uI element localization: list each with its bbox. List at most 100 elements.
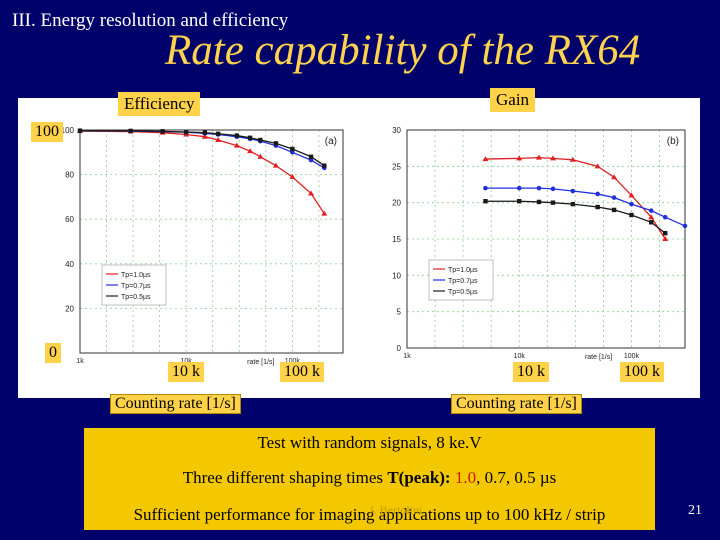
data-point	[273, 141, 279, 146]
data-point	[202, 130, 208, 135]
summary-line-3: Sufficient performance for imaging appli…	[133, 505, 606, 524]
series-line	[485, 200, 666, 234]
y-tick-label: 60	[65, 215, 74, 224]
y-tick-label: 100	[61, 126, 75, 135]
data-point	[595, 204, 600, 210]
data-point	[535, 154, 542, 160]
data-point	[662, 236, 669, 241]
data-point	[321, 210, 328, 216]
summary-line-2-rest: , 0.7, 0.5 µs	[476, 468, 557, 487]
data-point	[663, 230, 668, 236]
summary-box: Test with random signals, 8 ke.V Three d…	[84, 428, 655, 530]
left-100k-label: 100 k	[280, 362, 324, 382]
data-point	[247, 148, 254, 154]
data-point	[611, 174, 618, 180]
right-10k-label: 10 k	[513, 362, 549, 382]
x-axis-inner-label: rate [1/s]	[247, 359, 274, 366]
data-point	[215, 137, 222, 143]
data-point	[308, 154, 314, 159]
y-tick-label: 40	[65, 260, 74, 269]
data-point	[258, 137, 263, 143]
x-tick-label: 100k	[285, 358, 301, 365]
data-point	[648, 208, 654, 213]
right-100k-label: 100 k	[620, 362, 664, 382]
gain-chart: 0 5 10 15 20 25 30 1k 10k 100k rate [1/s] (b) Tp=1.0…	[392, 126, 688, 361]
data-point	[611, 195, 617, 200]
data-point	[682, 223, 688, 229]
left-x-axis-label: Counting rate [1/s]	[110, 394, 241, 414]
summary-line-2-prefix: Three different shaping times	[182, 468, 388, 487]
right-x-axis-label: Counting rate [1/s]	[451, 394, 582, 414]
series-line	[485, 187, 686, 227]
legend-entry: Tp=0.5µs	[448, 289, 478, 296]
data-point	[662, 214, 668, 220]
x-axis-inner-label: rate [1/s]	[585, 354, 612, 361]
data-point	[272, 162, 279, 168]
data-point	[570, 188, 576, 194]
y-tick-label: 30	[392, 126, 401, 135]
data-point	[550, 186, 556, 192]
efficiency-chart: 20 40 60 80 100 1k 10k 100k rate [1/s] (a) Tp=1.0µ…	[61, 126, 344, 366]
data-point	[233, 142, 240, 148]
x-tick-label: 1k	[76, 358, 84, 365]
data-point	[629, 201, 634, 207]
y-tick-label: 20	[65, 304, 74, 313]
data-point	[215, 131, 221, 136]
data-point	[517, 199, 522, 204]
data-point	[536, 199, 542, 205]
data-point	[594, 163, 601, 169]
data-point	[550, 155, 557, 161]
data-point	[569, 156, 576, 162]
data-point	[290, 146, 295, 152]
x-tick-label: 100k	[624, 353, 640, 360]
y-tick-label: 80	[65, 171, 74, 180]
data-point	[595, 191, 600, 197]
data-point	[550, 200, 556, 205]
data-point	[648, 214, 655, 220]
legend-entry: Tp=0.7µs	[448, 278, 478, 285]
data-point	[160, 129, 165, 134]
plots-panel: 20 40 60 80 100 1k 10k 100k rate [1/s] (a) Tp=1.0µ…	[18, 98, 700, 398]
data-point	[77, 128, 83, 133]
legend-entry: Tp=0.7µs	[121, 283, 151, 290]
left-10k-label: 10 k	[168, 362, 204, 382]
section-heading: III. Energy resolution and efficiency	[12, 10, 289, 31]
data-point	[257, 153, 264, 159]
data-point	[628, 192, 635, 198]
data-point	[308, 190, 315, 196]
data-point	[483, 199, 488, 204]
y-tick-label: 15	[392, 235, 401, 244]
data-point	[536, 185, 542, 191]
panel-label: (a)	[325, 136, 337, 147]
data-point	[516, 185, 522, 191]
slide-number: 21	[688, 503, 702, 518]
y-tick-label: 20	[392, 199, 401, 208]
y-axis-100-label: 100	[31, 122, 63, 142]
x-tick-label: 1k	[403, 353, 411, 360]
y-tick-label: 10	[392, 271, 401, 280]
plot-frame	[406, 129, 686, 349]
x-tick-label: 10k	[181, 358, 193, 365]
summary-line-1: Test with random signals, 8 ke.V	[257, 433, 482, 452]
legend-entry: Tp=1.0µs	[121, 272, 151, 279]
legend-entry: Tp=0.5µs	[121, 294, 151, 301]
data-point	[289, 173, 296, 179]
data-point	[570, 201, 575, 207]
summary-tpeak: T(peak):	[387, 468, 455, 487]
data-point	[482, 156, 489, 162]
plot-frame	[79, 129, 344, 354]
y-tick-label: 25	[392, 162, 401, 171]
summary-value-1: 1.0	[454, 468, 477, 487]
data-point	[234, 133, 240, 138]
data-point	[516, 155, 523, 161]
data-point	[611, 207, 617, 213]
y-tick-label: 5	[397, 308, 402, 317]
gain-label: Gain	[490, 88, 536, 112]
summary-line-2: Three different shaping times T(peak): 1…	[84, 468, 655, 488]
watermark: J. Bertolini	[369, 503, 423, 517]
data-point	[649, 220, 654, 225]
series-line	[485, 156, 666, 240]
x-tick-label: 10k	[514, 353, 526, 360]
data-point	[322, 163, 327, 168]
data-point	[183, 129, 189, 135]
